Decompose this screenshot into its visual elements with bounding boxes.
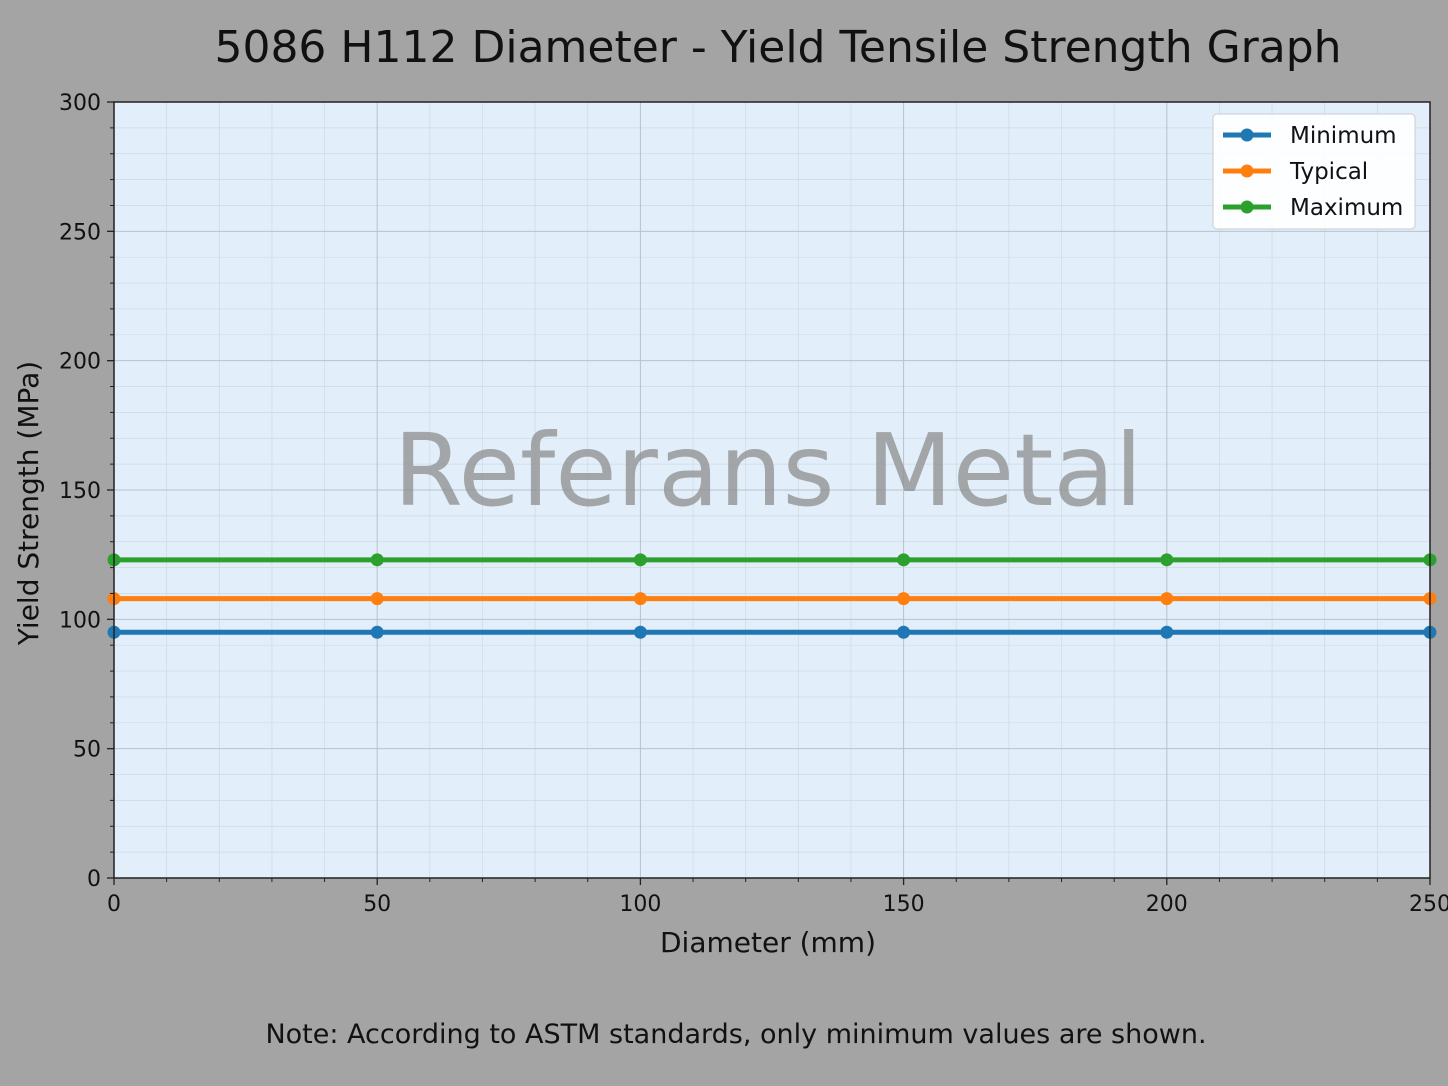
data-point-typical bbox=[370, 592, 384, 606]
x-tick-label: 250 bbox=[1409, 892, 1448, 917]
legend-label-maximum: Maximum bbox=[1290, 195, 1403, 221]
y-tick-label: 0 bbox=[87, 867, 101, 892]
data-point-typical bbox=[633, 592, 647, 606]
y-axis-label: Yield Strength (MPa) bbox=[12, 361, 45, 646]
y-tick-label: 150 bbox=[59, 479, 101, 504]
x-axis-label: Diameter (mm) bbox=[660, 926, 876, 959]
data-point-minimum bbox=[633, 625, 647, 639]
series-layer bbox=[107, 553, 1437, 639]
axis-ticks: 0 50 100 150 200 250 0 50 100 150 200 250 300 bbox=[59, 91, 1448, 917]
data-point-maximum bbox=[897, 553, 911, 567]
y-tick-label: 300 bbox=[59, 91, 101, 116]
legend-marker-maximum bbox=[1240, 200, 1254, 214]
legend-box bbox=[1212, 113, 1416, 230]
y-tick-label: 50 bbox=[73, 738, 101, 763]
y-tick-label: 100 bbox=[59, 608, 101, 633]
y-tick-label: 250 bbox=[59, 220, 101, 245]
data-point-minimum bbox=[1160, 625, 1174, 639]
data-point-typical bbox=[1160, 592, 1174, 606]
legend-marker-minimum bbox=[1240, 128, 1254, 142]
data-point-typical bbox=[897, 592, 911, 606]
y-tick-label: 200 bbox=[59, 350, 101, 375]
data-point-minimum bbox=[897, 625, 911, 639]
x-tick-label: 50 bbox=[363, 892, 391, 917]
data-point-maximum bbox=[633, 553, 647, 567]
x-tick-label: 0 bbox=[107, 892, 121, 917]
legend-marker-typical bbox=[1240, 164, 1254, 178]
watermark: Referans Metal bbox=[394, 412, 1143, 529]
data-point-maximum bbox=[370, 553, 384, 567]
data-point-minimum bbox=[370, 625, 384, 639]
x-tick-label: 150 bbox=[883, 892, 925, 917]
data-point-maximum bbox=[1160, 553, 1174, 567]
x-tick-label: 100 bbox=[619, 892, 661, 917]
legend-label-typical: Typical bbox=[1289, 159, 1368, 185]
legend-label-minimum: Minimum bbox=[1290, 123, 1397, 149]
footnote: Note: According to ASTM standards, only … bbox=[265, 1019, 1206, 1050]
legend: Minimum Typical Maximum bbox=[1212, 113, 1416, 230]
x-tick-label: 200 bbox=[1146, 892, 1188, 917]
chart-title: 5086 H112 Diameter - Yield Tensile Stren… bbox=[214, 22, 1341, 73]
